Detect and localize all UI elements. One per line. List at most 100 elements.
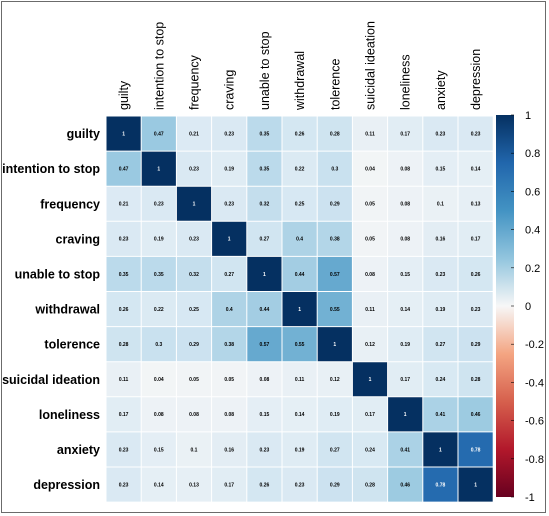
- row-label-depression: depression: [33, 478, 100, 492]
- heatmap-cell: [246, 186, 282, 222]
- row-label-craving: craving: [56, 232, 100, 246]
- cell-value-label: 1: [263, 272, 266, 278]
- heatmap-cell: [106, 221, 142, 257]
- cell-value-label: 0.15: [436, 166, 446, 172]
- cell-value-label: 1: [333, 342, 336, 348]
- cell-value-label: 0.12: [330, 377, 340, 383]
- colorbar-tick-label: 0.6: [525, 186, 540, 198]
- heatmap-cell: [106, 256, 142, 292]
- cell-value-label: 0.05: [189, 377, 199, 383]
- heatmap-cell: [387, 326, 423, 362]
- cell-value-label: 0.41: [436, 412, 446, 418]
- heatmap-cell: [106, 326, 142, 362]
- cell-value-label: 0.28: [330, 131, 340, 137]
- cell-value-label: 0.14: [471, 166, 481, 172]
- colorbar-tick-label: 0.4: [525, 225, 540, 237]
- cell-value-label: 0.44: [260, 307, 270, 313]
- row-label-loneliness: loneliness: [39, 408, 100, 422]
- heatmap-cell: [422, 186, 458, 222]
- heatmap-cell: [458, 396, 494, 432]
- column-label-loneliness: loneliness: [399, 54, 413, 110]
- cell-value-label: 0.32: [260, 202, 270, 208]
- cell-value-label: 0.26: [295, 131, 305, 137]
- cell-value-label: 1: [298, 307, 301, 313]
- heatmap-cell: [422, 291, 458, 327]
- column-label-unable-to-stop: unable to stop: [258, 31, 272, 110]
- heatmap-cell: [211, 291, 247, 327]
- cell-value-label: 0.23: [436, 131, 446, 137]
- cell-value-label: 0.05: [365, 237, 375, 243]
- heatmap-cell: [352, 291, 388, 327]
- heatmap-cell: [458, 326, 494, 362]
- heatmap-cell: [141, 221, 177, 257]
- heatmap-cell: [352, 116, 388, 152]
- cell-value-label: 0.19: [330, 412, 340, 418]
- heatmap-cell: [352, 467, 388, 503]
- heatmap-cell: [352, 151, 388, 187]
- cell-value-label: 0.27: [436, 342, 446, 348]
- cell-value-label: 0.35: [260, 131, 270, 137]
- heatmap-cell: [282, 361, 318, 397]
- cell-value-label: 0.25: [189, 307, 199, 313]
- heatmap-cell: [176, 116, 212, 152]
- heatmap-cell: [211, 396, 247, 432]
- cell-value-label: 0.55: [330, 307, 340, 313]
- heatmap-cell: [352, 326, 388, 362]
- row-label-guilty: guilty: [67, 127, 100, 141]
- heatmap-cell: [141, 186, 177, 222]
- heatmap-cell: [458, 431, 494, 467]
- cell-value-label: 0.78: [471, 447, 481, 453]
- cell-value-label: 0.23: [119, 482, 129, 488]
- heatmap-cell: [176, 467, 212, 503]
- cell-value-label: 0.1: [437, 202, 444, 208]
- heatmap-cell: [422, 396, 458, 432]
- colorbar-gradient: [496, 115, 514, 497]
- cell-value-label: 0.28: [365, 482, 375, 488]
- heatmap-cell: [458, 467, 494, 503]
- cell-value-label: 0.23: [189, 237, 199, 243]
- column-label-withdrawal: withdrawal: [293, 51, 307, 111]
- cell-value-label: 0.41: [400, 447, 410, 453]
- colorbar-tick-label: 0.2: [525, 263, 540, 275]
- cell-value-label: 0.13: [189, 482, 199, 488]
- heatmap-cell: [246, 396, 282, 432]
- heatmap-cell: [246, 291, 282, 327]
- heatmap-cell: [141, 431, 177, 467]
- cell-value-label: 0.29: [330, 482, 340, 488]
- cell-value-label: 0.46: [400, 482, 410, 488]
- heatmap-cell: [246, 256, 282, 292]
- cell-value-label: 0.57: [260, 342, 270, 348]
- heatmap-cell: [282, 116, 318, 152]
- heatmap-cell: [176, 256, 212, 292]
- heatmap-cell: [141, 291, 177, 327]
- heatmap-cell: [282, 467, 318, 503]
- heatmap-cell: [282, 326, 318, 362]
- cell-value-label: 0.17: [471, 237, 481, 243]
- cell-value-label: 0.16: [436, 237, 446, 243]
- heatmap-cell: [282, 396, 318, 432]
- row-label-anxiety: anxiety: [57, 443, 100, 457]
- heatmap-cell: [387, 186, 423, 222]
- heatmap-cell: [176, 186, 212, 222]
- heatmap-cell: [352, 221, 388, 257]
- heatmap-cell: [282, 291, 318, 327]
- heatmap-cell: [246, 431, 282, 467]
- heatmap-cell: [246, 326, 282, 362]
- heatmap-cell: [317, 221, 353, 257]
- heatmap-cell: [141, 467, 177, 503]
- cell-value-label: 0.16: [224, 447, 234, 453]
- heatmap-cell: [352, 256, 388, 292]
- cell-value-label: 0.28: [119, 342, 129, 348]
- cell-value-label: 0.19: [400, 342, 410, 348]
- heatmap-cell: [387, 431, 423, 467]
- heatmap-cell: [282, 221, 318, 257]
- cell-value-label: 1: [122, 131, 125, 137]
- colorbar-tick-label: -0.2: [525, 339, 544, 351]
- heatmap-cell: [458, 221, 494, 257]
- heatmap-cell: [211, 361, 247, 397]
- cell-value-label: 0.23: [119, 237, 129, 243]
- colorbar-tick-label: -1: [525, 492, 535, 504]
- heatmap-cell: [352, 361, 388, 397]
- heatmap-cell: [317, 256, 353, 292]
- cell-value-label: 0.27: [224, 272, 234, 278]
